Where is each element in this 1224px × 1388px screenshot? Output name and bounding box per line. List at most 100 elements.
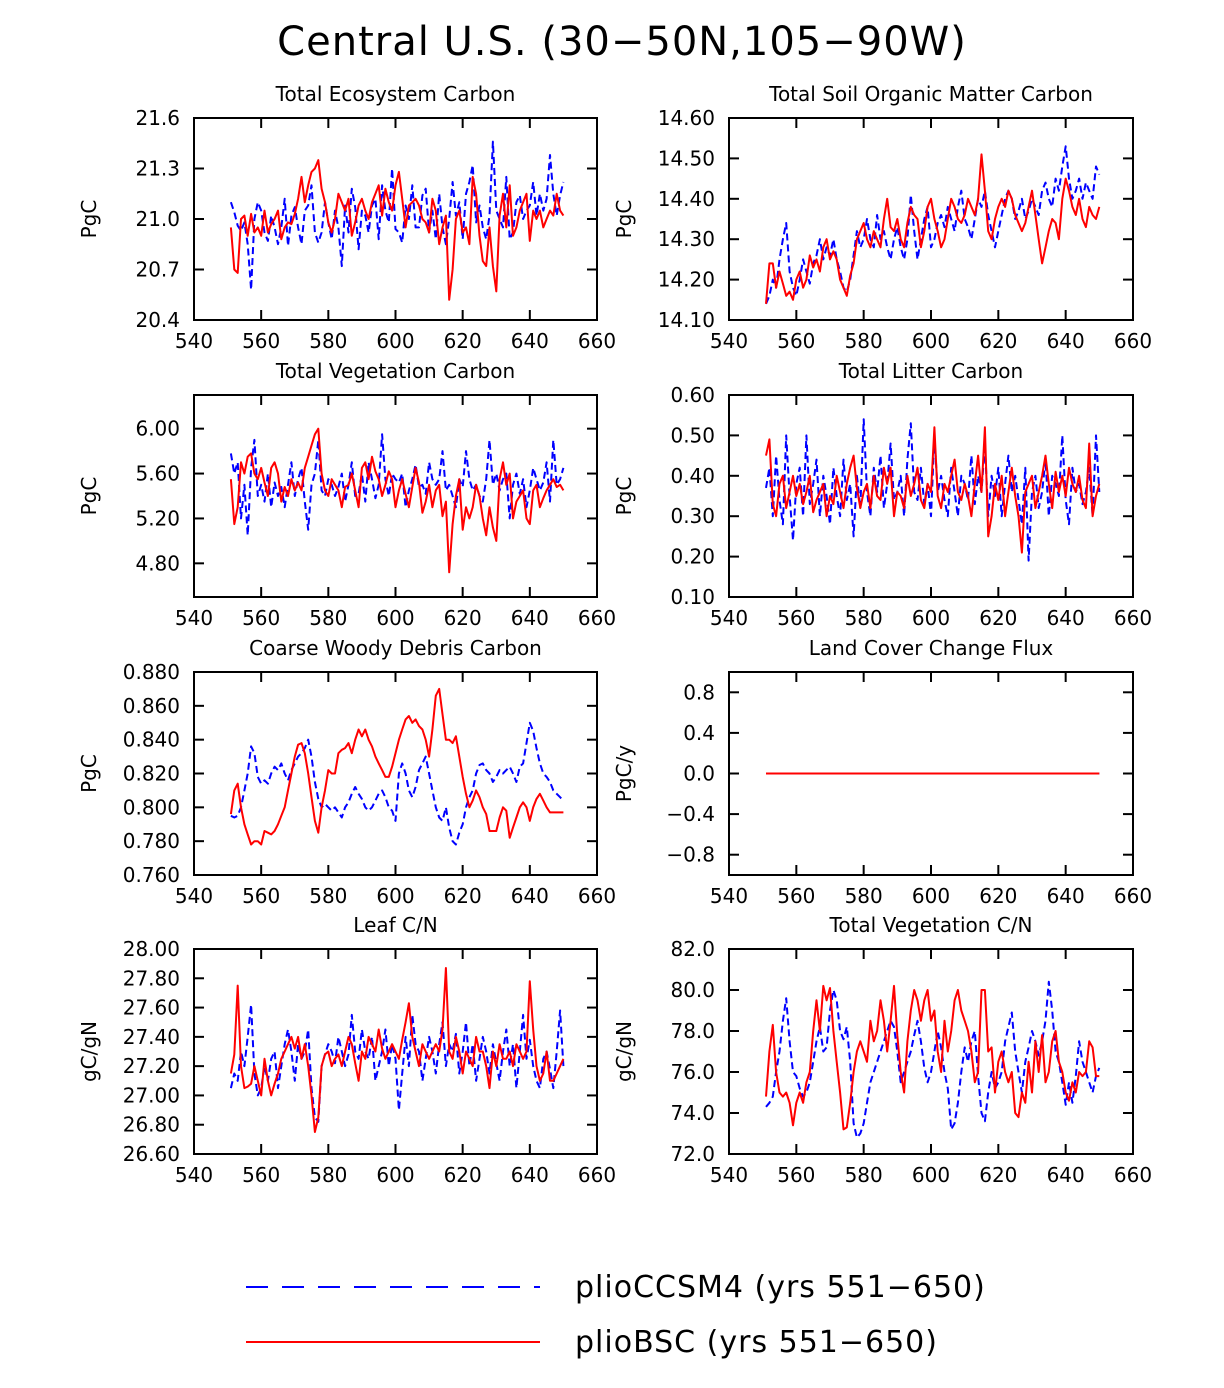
y-tick-label: 0.780 — [123, 829, 180, 853]
x-tick-label: 620 — [444, 1163, 482, 1187]
x-tick-label: 660 — [578, 329, 616, 353]
panel-coarse-woody-debris-carbon: Coarse Woody Debris Carbon 540 560 580 600 62… — [77, 636, 616, 908]
x-tick-label: 600 — [912, 1163, 950, 1187]
x-tick-label: 580 — [845, 884, 883, 908]
x-tick-label: 620 — [979, 606, 1017, 630]
y-tick-label: 0.800 — [123, 795, 180, 819]
x-tick-label: 540 — [710, 1163, 748, 1187]
y-tick-label: 0.30 — [670, 504, 715, 528]
y-tick-label: 27.80 — [123, 966, 180, 990]
series-line-pliobsc — [229, 687, 564, 846]
x-tick-label: 660 — [1114, 884, 1152, 908]
series-line-plioccsm4 — [230, 721, 565, 846]
y-tick-label: 0.0 — [683, 762, 715, 786]
y-tick-label: 20.7 — [135, 258, 180, 282]
panel-title: Coarse Woody Debris Carbon — [249, 636, 542, 660]
y-tick-label: 78.0 — [670, 1019, 715, 1043]
x-tick-label: 540 — [175, 1163, 213, 1187]
x-tick-label: 580 — [309, 1163, 347, 1187]
y-tick-label: 0.8 — [683, 680, 715, 704]
y-axis-label: gC/gN — [77, 1021, 101, 1082]
x-tick-label: 620 — [444, 606, 482, 630]
x-tick-label: 580 — [309, 329, 347, 353]
x-tick-label: 660 — [578, 884, 616, 908]
plot-frame — [728, 117, 1134, 321]
x-tick-label: 540 — [710, 329, 748, 353]
y-tick-label: 5.60 — [135, 462, 180, 486]
y-tick-label: 0.4 — [683, 721, 715, 745]
series-line-pliobsc — [765, 153, 1101, 304]
legend-label-pliobsc: plioBSC (yrs 551−650) — [575, 1325, 938, 1360]
x-tick-label: 620 — [979, 1163, 1017, 1187]
legend-label-plioccsm4: plioCCSM4 (yrs 551−650) — [575, 1270, 986, 1305]
plot-frame — [193, 394, 598, 598]
y-tick-label: 6.00 — [135, 417, 180, 441]
series-line-plioccsm4 — [765, 980, 1101, 1139]
y-axis-label: gC/gN — [612, 1021, 636, 1082]
panel-total-ecosystem-carbon: Total Ecosystem Carbon 540 560 580 600 620 640… — [77, 82, 616, 353]
x-tick-label: 600 — [376, 606, 414, 630]
x-tick-label: 540 — [175, 329, 213, 353]
x-tick-label: 580 — [309, 606, 347, 630]
y-tick-label: 80.0 — [670, 978, 715, 1002]
x-tick-label: 560 — [777, 329, 815, 353]
x-tick-label: 620 — [444, 884, 482, 908]
x-tick-label: 660 — [1114, 329, 1152, 353]
y-tick-label: 28.00 — [123, 937, 180, 961]
x-tick-label: 560 — [777, 1163, 815, 1187]
x-tick-label: 540 — [710, 606, 748, 630]
y-tick-label: 26.80 — [123, 1113, 180, 1137]
x-tick-label: 640 — [1047, 606, 1085, 630]
x-tick-label: 640 — [511, 1163, 549, 1187]
panel-total-soil-organic-matter-carbon: Total Soil Organic Matter Carbon 540 560 58… — [612, 82, 1152, 353]
panel-total-vegetation-c-n: Total Vegetation C/N 540 560 580 600 620 640 66… — [612, 913, 1152, 1187]
x-tick-label: 580 — [309, 884, 347, 908]
plot-frame — [728, 948, 1134, 1155]
x-tick-label: 620 — [979, 329, 1017, 353]
y-tick-label: 14.50 — [658, 146, 715, 170]
x-tick-label: 600 — [912, 884, 950, 908]
series-line-plioccsm4 — [229, 1003, 565, 1123]
figure-title: Central U.S. (30−50N,105−90W) — [277, 19, 967, 65]
panel-total-litter-carbon: Total Litter Carbon 540 560 580 600 620 640 660… — [612, 359, 1152, 630]
x-tick-label: 540 — [710, 884, 748, 908]
y-axis-label: PgC — [77, 200, 101, 239]
y-tick-label: 21.3 — [135, 157, 180, 181]
y-tick-label: 72.0 — [670, 1142, 715, 1166]
x-tick-label: 600 — [376, 329, 414, 353]
x-tick-label: 620 — [444, 329, 482, 353]
y-tick-label: 82.0 — [670, 937, 715, 961]
y-tick-label: −0.4 — [666, 802, 715, 826]
y-tick-label: 0.60 — [670, 383, 715, 407]
y-tick-label: 0.840 — [123, 728, 180, 752]
x-tick-label: 640 — [511, 606, 549, 630]
x-tick-label: 660 — [1114, 606, 1152, 630]
y-axis-label: PgC — [77, 477, 101, 516]
x-tick-label: 660 — [578, 1163, 616, 1187]
y-tick-label: 4.80 — [135, 551, 180, 575]
panel-title: Total Litter Carbon — [838, 359, 1023, 383]
x-tick-label: 640 — [1047, 329, 1085, 353]
x-tick-label: 620 — [979, 884, 1017, 908]
x-tick-label: 660 — [1114, 1163, 1152, 1187]
y-tick-label: 76.0 — [670, 1060, 715, 1084]
panel-land-cover-change-flux: Land Cover Change Flux 540 560 580 600 620 640… — [612, 636, 1152, 908]
x-tick-label: 640 — [511, 329, 549, 353]
x-tick-label: 580 — [845, 606, 883, 630]
x-tick-label: 580 — [845, 1163, 883, 1187]
y-tick-label: 27.00 — [123, 1083, 180, 1107]
x-tick-label: 580 — [845, 329, 883, 353]
y-axis-label: PgC/y — [612, 745, 636, 802]
x-tick-label: 600 — [912, 606, 950, 630]
series-line-pliobsc — [765, 984, 1100, 1131]
x-tick-label: 600 — [376, 1163, 414, 1187]
x-tick-label: 640 — [511, 884, 549, 908]
y-tick-label: 14.20 — [658, 268, 715, 292]
panel-title: Total Vegetation Carbon — [275, 359, 515, 383]
panel-title: Land Cover Change Flux — [809, 636, 1054, 660]
panel-title: Total Ecosystem Carbon — [275, 82, 516, 106]
y-tick-label: 0.50 — [670, 423, 715, 447]
x-tick-label: 640 — [1047, 1163, 1085, 1187]
y-tick-label: 27.60 — [123, 996, 180, 1020]
y-tick-label: 14.10 — [658, 308, 715, 332]
